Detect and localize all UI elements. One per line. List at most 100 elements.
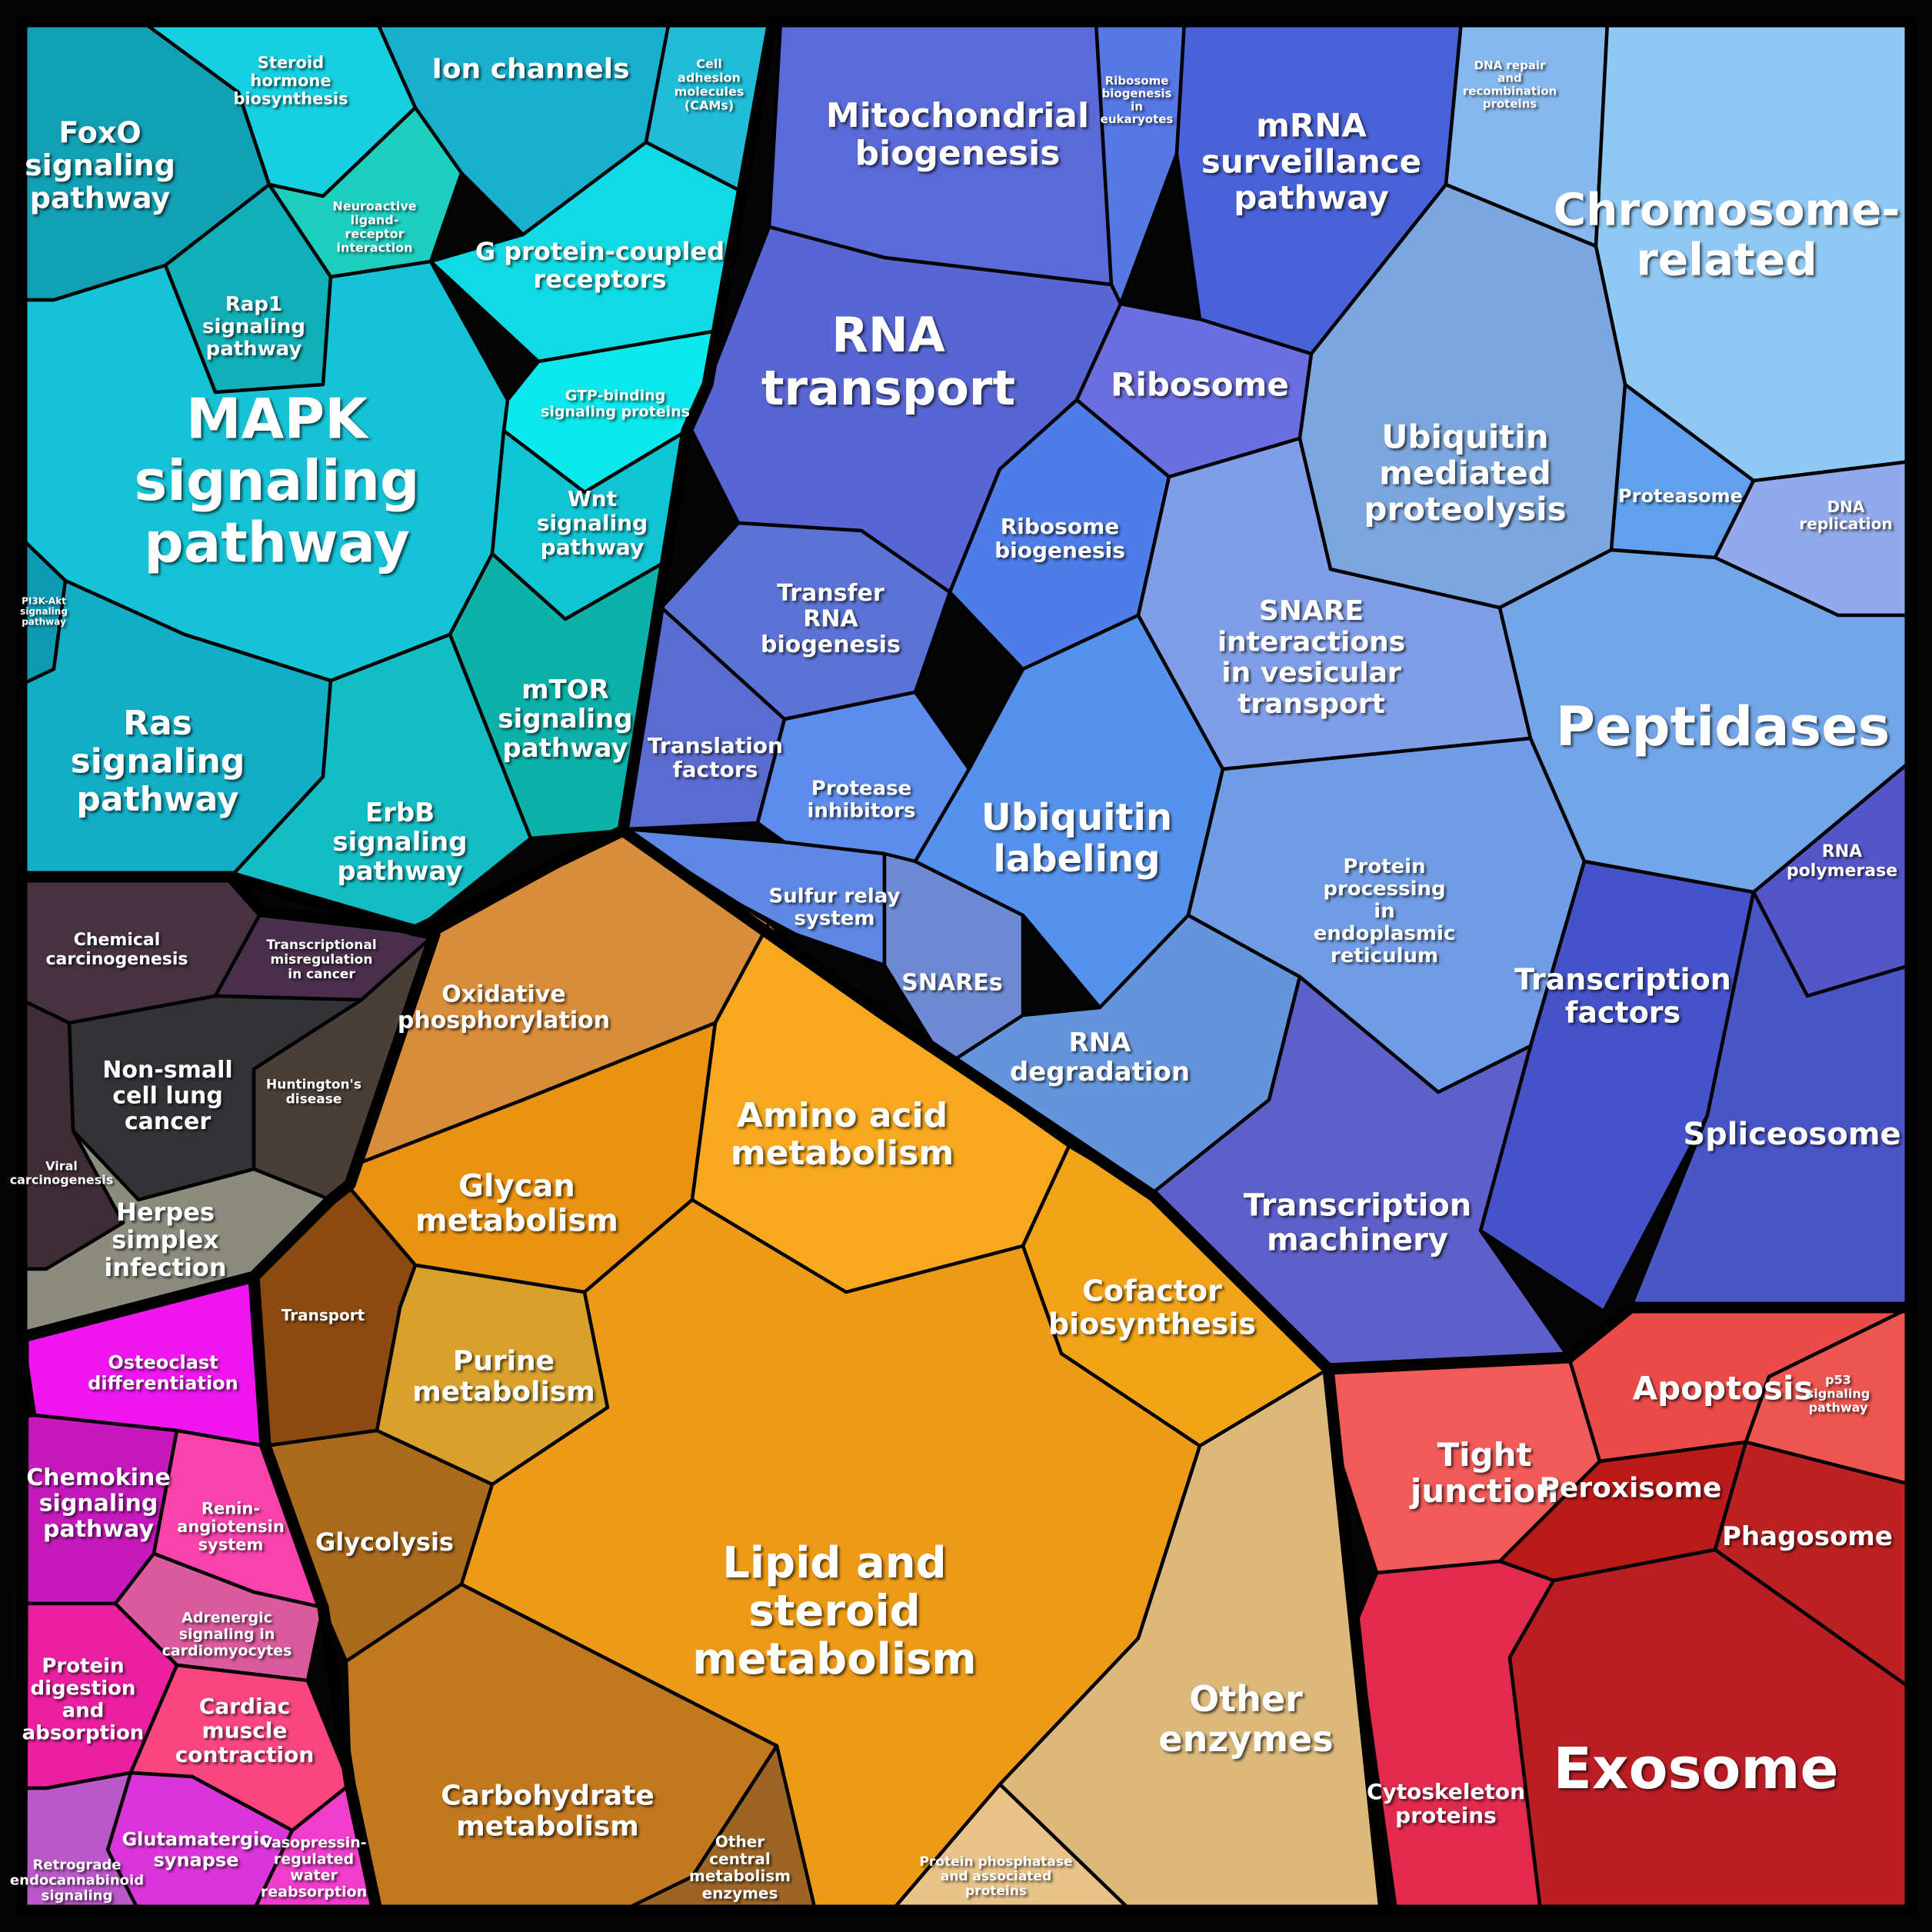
cell-label-pi3k-akt: PI3K-Akt signaling pathway <box>20 596 68 628</box>
cell-label-vasopressin-water: Vasopressin-regulated water reabsorption <box>261 1834 367 1900</box>
cell-label-snares: SNAREs <box>901 970 1002 997</box>
cell-label-protein-digestion: Protein digestion and absorption <box>22 1654 145 1744</box>
cell-label-ribosome-biogenesis: Ribosome biogenesis <box>994 514 1125 563</box>
cell-label-line: Ubiquitin <box>981 796 1172 839</box>
cell-label-huntingtons-disease: Huntington's disease <box>266 1077 361 1107</box>
cell-label-line: in <box>1374 900 1394 923</box>
cell-label-line: signaling <box>537 511 648 536</box>
cell-label-transcription-machinery: Transcription machinery <box>1244 1188 1471 1258</box>
cell-label-line: pathway <box>541 535 644 560</box>
cell-label-line: inhibitors <box>808 800 916 823</box>
cell-label-line: Herpes <box>116 1198 215 1227</box>
cell-label-line: Huntington's <box>266 1077 361 1092</box>
cell-label-line: metabolism <box>415 1203 618 1238</box>
cell-label-line: Glycolysis <box>315 1527 454 1557</box>
cell-label-neuroactive: Neuroactive ligand-receptor interaction <box>332 199 416 255</box>
cell-label-carbohydrate-metabolism: Carbohydrate metabolism <box>441 1780 655 1842</box>
cell-label-line: signaling <box>202 315 305 338</box>
cell-label-line: RNA <box>831 307 945 363</box>
cell-label-line: Protein phosphatase <box>919 1854 1072 1870</box>
cell-label-line: machinery <box>1267 1222 1448 1257</box>
cell-label-proteasome: Proteasome <box>1618 485 1743 507</box>
cell-label-line: ligand- <box>351 213 399 228</box>
cell-label-line: regulated <box>274 1850 354 1867</box>
cell-label-line: transport <box>1237 688 1385 720</box>
cell-label-line: carcinogenesis <box>45 950 188 969</box>
cell-label-line: Vasopressin- <box>261 1834 366 1851</box>
cell-label-line: Cardiac <box>199 1694 290 1719</box>
cell-label-mrna-surveillance: mRNA surveillance pathway <box>1201 106 1421 216</box>
cell-label-line: system <box>198 1536 264 1554</box>
cell-label-line: labeling <box>993 838 1160 881</box>
cell-label-line: Neuroactive <box>332 199 416 214</box>
cell-label-line: proteins <box>965 1884 1027 1899</box>
cell-label-osteoclast-differentiation: Osteoclast differentiation <box>88 1352 238 1394</box>
cell-label-purine-metabolism: Purine metabolism <box>412 1345 595 1407</box>
cell-label-line: Osteoclast <box>108 1352 218 1374</box>
cell-label-line: Peroxisome <box>1540 1473 1722 1504</box>
cell-label-rna-polymerase: RNA polymerase <box>1787 842 1897 881</box>
cell-label-rna-transport: RNA transport <box>761 307 1015 416</box>
cell-label-retrograde-endocannabinoid: Retrograde endocannabinoid signaling <box>10 1857 144 1904</box>
cell-label-line: steroid <box>748 1587 920 1637</box>
cell-label-line: Rap1 <box>225 293 282 316</box>
cell-label-line: molecules <box>675 84 744 98</box>
cell-label-line: RNA <box>1069 1028 1132 1058</box>
cell-label-non-small-cell-lung-cancer: Non-small cell lung cancer <box>102 1057 232 1135</box>
cell-label-dna-replication: DNA replication <box>1799 498 1892 533</box>
cell-label-line: Glutamatergic <box>122 1829 270 1850</box>
cell-label-line: phosphorylation <box>398 1007 610 1034</box>
cell-label-line: simplex <box>112 1225 219 1254</box>
cell-label-line: and associated <box>941 1869 1051 1884</box>
cell-label-line: cell lung <box>112 1083 223 1110</box>
cell-label-gtp-binding: GTP-binding signaling proteins <box>541 387 690 420</box>
cell-label-line: Cytoskeleton <box>1367 1779 1525 1804</box>
cell-label-line: signaling <box>498 704 632 734</box>
cell-label-line: Ion channels <box>432 54 630 85</box>
cell-label-cofactor-biosynthesis: Cofactor biosynthesis <box>1048 1274 1256 1341</box>
cell-label-line: PI3K-Akt <box>22 596 66 607</box>
cell-label-mapk: MAPK signaling pathway <box>134 386 419 575</box>
cell-label-line: DNA <box>1827 498 1865 516</box>
cell-label-line: SNARE <box>1259 595 1364 627</box>
cell-label-line: SNAREs <box>901 970 1002 997</box>
cell-label-line: absorption <box>22 1722 145 1745</box>
cell-label-line: reabsorption <box>261 1884 367 1900</box>
cell-label-wnt: Wnt signaling pathway <box>537 486 648 560</box>
cell-label-line: transport <box>761 360 1015 416</box>
cell-label-line: surveillance <box>1201 143 1421 181</box>
cell-label-line: metabolism <box>412 1377 595 1408</box>
cell-label-line: ErbB <box>365 798 435 828</box>
cell-label-line: Lipid and <box>722 1538 946 1588</box>
cell-label-line: enzymes <box>1158 1718 1333 1760</box>
cell-label-line: receptors <box>533 265 666 294</box>
cell-label-rna-degradation: RNA degradation <box>1010 1028 1190 1088</box>
cell-label-line: biogenesis <box>761 631 901 658</box>
cell-label-line: enzymes <box>702 1884 778 1903</box>
cell-label-line: Retrograde <box>33 1857 122 1873</box>
cell-label-line: Renin- <box>202 1499 260 1517</box>
cell-label-exosome: Exosome <box>1553 1736 1838 1802</box>
cell-label-ras: Ras signaling pathway <box>71 704 245 819</box>
cell-label-translation-factors: Translation factors <box>648 733 783 782</box>
cell-label-line: Adrenergic <box>182 1610 272 1627</box>
cell-label-line: Chemokine <box>26 1464 171 1491</box>
cell-label-line: Apoptosis <box>1633 1370 1814 1407</box>
cell-label-line: water <box>290 1867 338 1884</box>
cells-layer <box>19 19 1913 1913</box>
cell-label-ubiquitin-mediated-proteolysis: Ubiquitin mediated proteolysis <box>1364 418 1566 528</box>
cell-label-line: pathway <box>337 856 462 887</box>
cell-label-line: DNA repair <box>1474 58 1546 72</box>
cell-label-line: factors <box>673 757 758 782</box>
cell-label-line: p53 <box>1825 1373 1851 1387</box>
cell-label-line: degradation <box>1010 1057 1190 1088</box>
cell-label-line: Mitochondrial <box>826 96 1089 135</box>
cell-label-line: cancer <box>125 1108 212 1135</box>
cell-label-line: proteins <box>1395 1803 1497 1828</box>
cell-label-line: Phagosome <box>1722 1521 1893 1552</box>
cell-label-chemical-carcinogenesis: Chemical carcinogenesis <box>45 931 188 969</box>
cell-label-transcription-factors: Transcription factors <box>1514 963 1731 1030</box>
cell-label-line: polymerase <box>1787 861 1897 881</box>
cell-label-line: system <box>794 908 874 931</box>
cell-label-line: pathway <box>1234 179 1389 217</box>
